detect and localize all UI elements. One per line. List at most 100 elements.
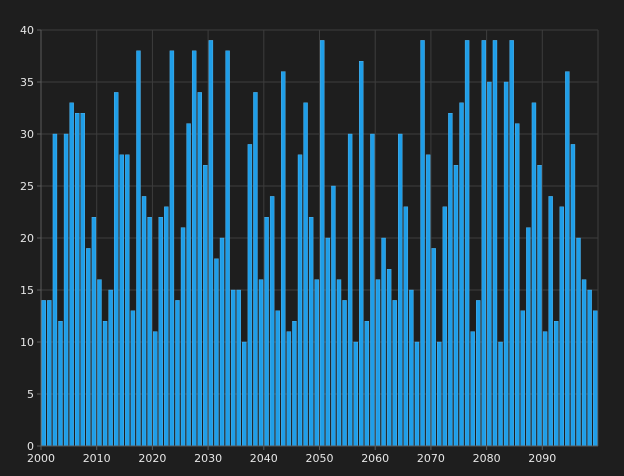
bar-2005 xyxy=(69,102,74,447)
bar-2036 xyxy=(242,341,247,447)
bar-2081 xyxy=(492,40,498,447)
bar-2057 xyxy=(359,61,364,447)
bar-2074 xyxy=(453,164,459,447)
bar-2018 xyxy=(141,196,147,447)
bar-2004 xyxy=(63,133,69,447)
bar-2016 xyxy=(130,310,136,447)
x-tick-label: 2090 xyxy=(528,452,556,465)
bar-2049 xyxy=(314,279,319,447)
y-tick-label: 35 xyxy=(20,76,34,89)
y-tick-label: 40 xyxy=(20,24,34,37)
bar-2075 xyxy=(459,102,464,447)
y-tick-labels: 0 5 10 15 20 25 30 35 40 xyxy=(20,24,34,453)
bar-2067 xyxy=(414,341,420,447)
bar-2002 xyxy=(52,133,58,447)
bar-2048 xyxy=(308,216,314,447)
bar-2082 xyxy=(498,341,503,447)
bar-2032 xyxy=(219,237,225,447)
bar-2003 xyxy=(58,321,63,447)
bar-2083 xyxy=(503,81,509,447)
x-tick-label: 2030 xyxy=(194,452,222,465)
bar-2026 xyxy=(186,123,191,447)
bar-2033 xyxy=(225,50,230,447)
y-tick-label: 10 xyxy=(20,336,34,349)
bar-2009 xyxy=(91,216,97,447)
y-tick-label: 0 xyxy=(27,440,34,453)
bar-2037 xyxy=(247,144,253,447)
bar-2023 xyxy=(169,50,175,447)
bar-2071 xyxy=(437,341,442,447)
x-tick-label: 2050 xyxy=(306,452,334,465)
y-tick-label: 20 xyxy=(20,232,34,245)
bar-2039 xyxy=(258,279,264,447)
bar-2052 xyxy=(331,185,336,447)
bar-2051 xyxy=(325,237,331,447)
bar-2062 xyxy=(386,269,392,447)
bar-2087 xyxy=(526,227,531,447)
bar-2056 xyxy=(353,341,358,447)
x-tick-label: 2080 xyxy=(473,452,501,465)
bar-2099 xyxy=(593,310,598,447)
x-tick-label: 2040 xyxy=(250,452,278,465)
bar-2089 xyxy=(537,164,542,447)
bar-2006 xyxy=(74,112,80,447)
bar-2065 xyxy=(403,206,409,447)
bar-2046 xyxy=(297,154,303,447)
bar-2041 xyxy=(269,196,275,447)
bar-2021 xyxy=(158,216,163,447)
bar-2019 xyxy=(147,216,152,447)
bar-2095 xyxy=(570,144,576,447)
bar-2076 xyxy=(464,40,470,447)
bar-2027 xyxy=(191,50,197,447)
bar-2070 xyxy=(431,248,436,447)
bar-2007 xyxy=(80,112,85,447)
bar-2000 xyxy=(41,300,46,447)
bar-2073 xyxy=(448,112,453,447)
bar-2015 xyxy=(125,154,130,447)
bar-2097 xyxy=(581,279,587,447)
bar-2040 xyxy=(264,216,269,447)
bar-2012 xyxy=(108,289,113,447)
bar-2038 xyxy=(253,92,258,447)
bar-2030 xyxy=(208,40,214,447)
bar-2091 xyxy=(548,196,553,447)
bar-2025 xyxy=(180,227,186,447)
bar-2053 xyxy=(336,279,342,447)
bar-2094 xyxy=(565,71,570,447)
bars xyxy=(41,40,598,447)
bar-2063 xyxy=(392,300,397,447)
bar-2034 xyxy=(230,289,236,447)
axes xyxy=(37,29,598,450)
bar-2008 xyxy=(86,248,91,447)
bar-2010 xyxy=(97,279,102,447)
bar-2042 xyxy=(275,310,280,447)
bar-2035 xyxy=(236,289,241,447)
bar-2054 xyxy=(342,300,347,447)
bar-2059 xyxy=(370,133,375,447)
bar-2064 xyxy=(398,133,403,447)
bar-2096 xyxy=(576,237,581,447)
bar-2088 xyxy=(531,102,537,447)
y-tick-label: 25 xyxy=(20,180,34,193)
bar-2093 xyxy=(559,206,564,447)
bar-2020 xyxy=(152,331,158,447)
bar-2080 xyxy=(487,81,492,447)
bar-2013 xyxy=(113,92,119,447)
bar-2069 xyxy=(425,154,431,447)
bar-2078 xyxy=(476,300,481,447)
bar-2079 xyxy=(481,40,487,447)
bar-2058 xyxy=(364,321,370,447)
bar-2098 xyxy=(587,289,592,447)
bar-2061 xyxy=(381,237,386,447)
bar-2060 xyxy=(375,279,381,447)
y-tick-label: 15 xyxy=(20,284,34,297)
bar-2024 xyxy=(175,300,180,447)
bar-2045 xyxy=(292,321,297,447)
y-tick-label: 30 xyxy=(20,128,34,141)
grid xyxy=(40,29,599,447)
bar-2043 xyxy=(281,71,286,447)
bar-2028 xyxy=(197,92,202,447)
bar-2022 xyxy=(164,206,169,447)
bar-2085 xyxy=(515,123,520,447)
